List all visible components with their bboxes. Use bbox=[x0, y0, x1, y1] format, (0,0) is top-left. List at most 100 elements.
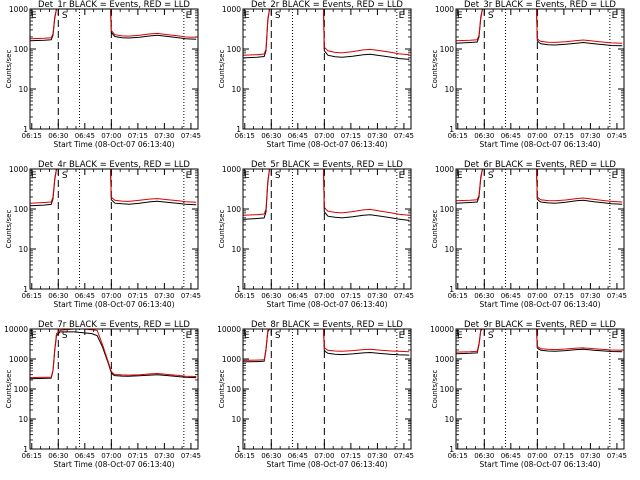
x-tick-label: 06:45 bbox=[75, 292, 95, 300]
plot-area bbox=[456, 169, 623, 205]
x-tick-label: 07:45 bbox=[607, 452, 627, 460]
y-tick-label: 10 bbox=[18, 245, 28, 254]
y-axis-label: Counts/sec bbox=[218, 50, 226, 89]
x-axis-label: Start Time (08-Oct-07 06:13:40) bbox=[479, 460, 600, 469]
marker-label-s: S bbox=[62, 171, 68, 181]
y-tick-label: 1000 bbox=[435, 355, 454, 364]
x-tick-label: 07:45 bbox=[607, 132, 627, 140]
chart-title: Det_2r BLACK = Events, RED = LLD bbox=[251, 0, 403, 10]
x-tick-label: 07:30 bbox=[154, 292, 174, 300]
chart-title: Det_9r BLACK = Events, RED = LLD bbox=[464, 320, 616, 330]
marker-label-e: E bbox=[31, 11, 37, 21]
marker-label-s: S bbox=[488, 11, 494, 21]
marker-label-s: S bbox=[488, 171, 494, 181]
chart-panel: Det_6r BLACK = Events, RED = LLD 1 10 100 10… bbox=[431, 160, 627, 309]
y-tick-label: 10 bbox=[444, 85, 454, 94]
x-tick-label: 06:30 bbox=[474, 132, 494, 140]
x-tick-label: 06:15 bbox=[448, 452, 468, 460]
x-tick-label: 06:45 bbox=[75, 452, 95, 460]
plot-area bbox=[243, 9, 410, 60]
plot-frame bbox=[242, 168, 412, 290]
x-tick-label: 06:30 bbox=[48, 452, 68, 460]
x-tick-label: 07:15 bbox=[554, 292, 574, 300]
marker-label-s: S bbox=[275, 171, 281, 181]
x-tick-label: 07:00 bbox=[527, 452, 547, 460]
x-tick-label: 07:30 bbox=[367, 132, 387, 140]
y-tick-label: 10000 bbox=[4, 325, 28, 334]
x-tick-label: 06:30 bbox=[261, 452, 281, 460]
chart-panel: Det_1r BLACK = Events, RED = LLD 1 10 100 10… bbox=[5, 0, 201, 149]
chart-panel: Det_9r BLACK = Events, RED = LLD 1 10 100 10… bbox=[430, 320, 627, 469]
marker-label-s: S bbox=[275, 11, 281, 21]
y-tick-label: 1 bbox=[23, 285, 28, 294]
x-tick-label: 06:15 bbox=[235, 452, 255, 460]
chart-title: Det_1r BLACK = Events, RED = LLD bbox=[38, 0, 190, 10]
y-tick-label: 1 bbox=[23, 125, 28, 134]
y-tick-label: 1000 bbox=[222, 165, 241, 174]
lld-series-line bbox=[30, 329, 197, 379]
x-tick-label: 07:15 bbox=[128, 452, 148, 460]
y-tick-label: 10 bbox=[444, 245, 454, 254]
lld-series-line bbox=[456, 329, 623, 353]
y-tick-label: 10 bbox=[231, 85, 241, 94]
x-tick-label: 07:15 bbox=[341, 132, 361, 140]
lld-series-line bbox=[456, 169, 623, 203]
plot-area bbox=[456, 9, 623, 47]
x-tick-label: 07:30 bbox=[580, 132, 600, 140]
y-tick-label: 100 bbox=[14, 385, 29, 394]
events-series-line bbox=[456, 329, 623, 355]
y-tick-label: 100 bbox=[440, 205, 455, 214]
x-axis-label: Start Time (08-Oct-07 06:13:40) bbox=[479, 140, 600, 149]
events-series-line bbox=[30, 331, 197, 380]
marker-label-e: E bbox=[244, 11, 250, 21]
y-tick-label: 100 bbox=[227, 385, 242, 394]
marker-label-e: E bbox=[31, 331, 37, 341]
x-tick-label: 07:15 bbox=[341, 452, 361, 460]
plot-frame bbox=[29, 328, 199, 450]
x-tick-label: 07:15 bbox=[554, 452, 574, 460]
x-tick-label: 07:30 bbox=[154, 132, 174, 140]
plot-frame bbox=[242, 328, 412, 450]
marker-label-e: E bbox=[31, 171, 37, 181]
x-axis-label: Start Time (08-Oct-07 06:13:40) bbox=[266, 140, 387, 149]
chart-panel: Det_8r BLACK = Events, RED = LLD 1 10 100 10… bbox=[217, 320, 414, 469]
x-tick-label: 07:45 bbox=[607, 292, 627, 300]
y-tick-label: 1 bbox=[23, 445, 28, 454]
marker-label-e: E bbox=[186, 331, 192, 341]
x-axis-label: Start Time (08-Oct-07 06:13:40) bbox=[266, 300, 387, 309]
y-tick-label: 1000 bbox=[9, 165, 28, 174]
y-tick-label: 100 bbox=[14, 45, 29, 54]
y-tick-label: 1 bbox=[449, 285, 454, 294]
chart-panel: Det_4r BLACK = Events, RED = LLD 1 10 100 10… bbox=[5, 160, 201, 309]
x-tick-label: 06:45 bbox=[288, 132, 308, 140]
plot-frame bbox=[455, 168, 625, 290]
x-tick-label: 07:00 bbox=[527, 292, 547, 300]
y-tick-label: 10000 bbox=[430, 325, 454, 334]
lld-series-line bbox=[456, 9, 623, 44]
marker-label-s: S bbox=[275, 331, 281, 341]
marker-label-e: E bbox=[457, 11, 463, 21]
marker-label-e: E bbox=[244, 331, 250, 341]
x-tick-label: 07:15 bbox=[128, 292, 148, 300]
y-axis-label: Counts/sec bbox=[218, 210, 226, 249]
marker-label-e: E bbox=[186, 171, 192, 181]
y-tick-label: 100 bbox=[440, 385, 455, 394]
y-tick-label: 10 bbox=[18, 415, 28, 424]
lld-series-line bbox=[243, 9, 410, 56]
chart-panel: Det_7r BLACK = Events, RED = LLD 1 10 100 10… bbox=[4, 320, 201, 469]
chart-panel: Det_5r BLACK = Events, RED = LLD 1 10 100 10… bbox=[218, 160, 414, 309]
x-tick-label: 06:15 bbox=[235, 132, 255, 140]
y-tick-label: 1000 bbox=[435, 165, 454, 174]
x-axis-label: Start Time (08-Oct-07 06:13:40) bbox=[53, 460, 174, 469]
plot-area bbox=[30, 9, 197, 42]
plot-frame bbox=[242, 8, 412, 130]
chart-title: Det_5r BLACK = Events, RED = LLD bbox=[251, 160, 403, 170]
marker-label-e: E bbox=[457, 171, 463, 181]
marker-label-s: S bbox=[62, 331, 68, 341]
marker-label-e: E bbox=[612, 331, 618, 341]
x-tick-label: 06:15 bbox=[22, 292, 42, 300]
x-tick-label: 07:15 bbox=[128, 132, 148, 140]
y-axis-label: Counts/sec bbox=[218, 370, 226, 409]
x-tick-label: 07:00 bbox=[101, 292, 121, 300]
plot-area bbox=[30, 169, 197, 207]
